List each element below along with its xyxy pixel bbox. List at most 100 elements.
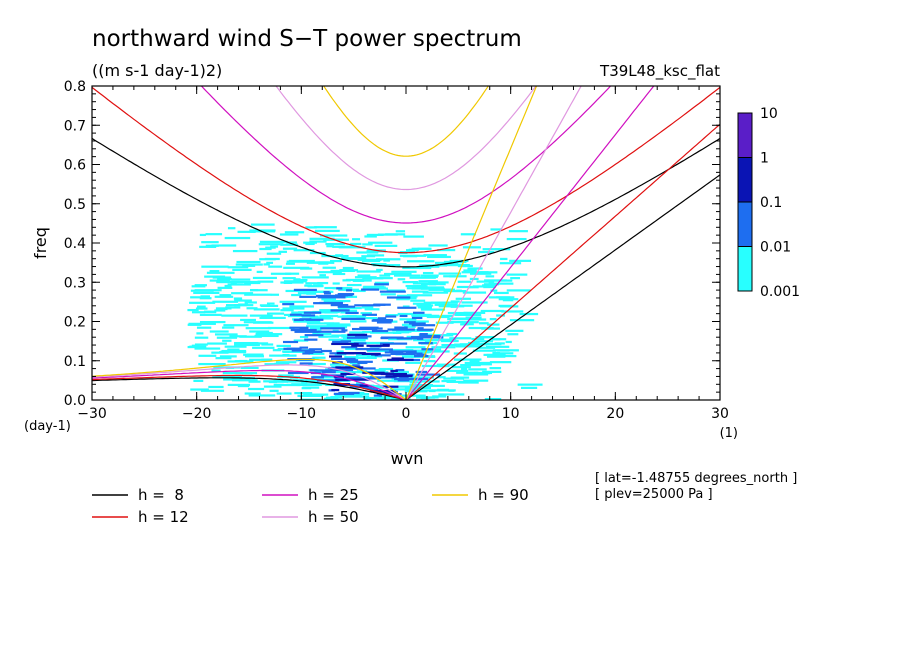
power-patch bbox=[237, 384, 250, 388]
power-patch bbox=[467, 341, 480, 345]
power-patch bbox=[196, 326, 212, 329]
power-patch bbox=[188, 322, 216, 325]
power-patch bbox=[245, 355, 265, 358]
y-unit-label: (day-1) bbox=[24, 419, 71, 434]
power-patch bbox=[279, 233, 299, 236]
power-patch bbox=[458, 381, 479, 384]
colorbar-label: 1 bbox=[760, 151, 769, 167]
power-patch bbox=[374, 354, 391, 357]
power-patch bbox=[276, 344, 291, 348]
power-patch bbox=[216, 336, 238, 339]
power-patch bbox=[479, 271, 498, 274]
x-tick-label: 0 bbox=[402, 406, 411, 422]
power-patch bbox=[303, 292, 311, 295]
power-patch bbox=[201, 265, 229, 268]
power-patch bbox=[446, 369, 469, 372]
power-patch bbox=[245, 327, 272, 330]
power-patch bbox=[331, 323, 351, 326]
power-patch bbox=[336, 350, 344, 353]
power-patch bbox=[276, 392, 292, 395]
power-patch bbox=[401, 394, 426, 397]
power-patch bbox=[344, 395, 370, 398]
power-patch bbox=[417, 306, 432, 309]
power-patch bbox=[498, 304, 515, 307]
power-patch bbox=[222, 371, 247, 375]
power-patch bbox=[341, 334, 349, 337]
power-patch bbox=[520, 386, 538, 389]
power-patch bbox=[274, 383, 301, 387]
power-patch bbox=[461, 313, 477, 316]
legend-label: h = 12 bbox=[138, 508, 189, 526]
power-patch bbox=[381, 336, 404, 339]
power-patch bbox=[331, 357, 356, 360]
power-patch bbox=[331, 388, 340, 392]
power-patch bbox=[190, 296, 210, 299]
power-patch bbox=[237, 230, 256, 233]
power-patch bbox=[422, 291, 449, 294]
power-patch bbox=[418, 266, 432, 270]
legend-label: h = 25 bbox=[308, 486, 359, 504]
power-patch bbox=[283, 266, 310, 269]
power-patch bbox=[461, 321, 479, 324]
power-patch bbox=[376, 277, 393, 280]
power-patch bbox=[452, 366, 471, 369]
power-patch bbox=[352, 364, 360, 367]
power-patch bbox=[338, 246, 366, 249]
power-patch bbox=[366, 233, 384, 237]
power-patch bbox=[390, 369, 398, 373]
power-patch bbox=[280, 281, 304, 284]
rossby-curve bbox=[92, 377, 407, 400]
power-patch bbox=[293, 339, 309, 342]
power-patch bbox=[312, 356, 326, 359]
inertia-gravity-curve bbox=[200, 86, 612, 224]
power-patch bbox=[494, 248, 503, 251]
power-patch bbox=[280, 243, 299, 246]
power-patch bbox=[356, 270, 381, 273]
power-patch bbox=[394, 326, 408, 329]
power-patch bbox=[443, 377, 465, 380]
power-patch bbox=[478, 250, 495, 254]
power-patch bbox=[364, 235, 377, 238]
power-patch bbox=[420, 380, 440, 383]
power-patch bbox=[266, 312, 285, 315]
power-patch bbox=[269, 354, 297, 357]
power-patch bbox=[289, 326, 309, 329]
power-patch bbox=[463, 379, 489, 382]
power-patch bbox=[500, 257, 508, 261]
power-patch bbox=[402, 305, 410, 308]
x-tick-label: −30 bbox=[77, 406, 107, 422]
power-patch bbox=[305, 318, 324, 321]
power-patch bbox=[259, 316, 286, 320]
power-patch bbox=[211, 244, 237, 247]
power-patch bbox=[463, 373, 489, 376]
power-patch bbox=[195, 307, 208, 310]
power-patch bbox=[420, 308, 446, 311]
x-axis: −30 −20 −10 0 10 20 30 bbox=[77, 86, 729, 422]
power-patch bbox=[357, 258, 382, 261]
power-patch bbox=[325, 242, 345, 246]
power-patch bbox=[242, 264, 256, 267]
power-patch bbox=[406, 249, 419, 252]
power-patch bbox=[459, 343, 488, 346]
power-patch bbox=[401, 355, 417, 358]
power-patch bbox=[289, 305, 314, 308]
power-patch bbox=[249, 229, 276, 232]
power-patch bbox=[439, 263, 464, 266]
power-patch bbox=[308, 362, 326, 366]
power-patch bbox=[496, 314, 506, 317]
power-patch bbox=[463, 269, 477, 272]
power-patch bbox=[294, 391, 313, 395]
power-patch bbox=[287, 314, 303, 318]
power-patch bbox=[413, 354, 429, 358]
power-patch bbox=[378, 367, 394, 371]
power-patch bbox=[332, 299, 351, 303]
power-patch bbox=[282, 247, 298, 250]
power-patch bbox=[488, 282, 514, 285]
power-patch bbox=[296, 383, 322, 387]
kelvin-curve bbox=[405, 86, 582, 400]
colorbar-label: 0.01 bbox=[760, 240, 791, 256]
power-patch bbox=[420, 283, 446, 286]
power-patch bbox=[397, 331, 410, 334]
power-patch bbox=[372, 264, 401, 267]
power-patch bbox=[266, 261, 274, 264]
